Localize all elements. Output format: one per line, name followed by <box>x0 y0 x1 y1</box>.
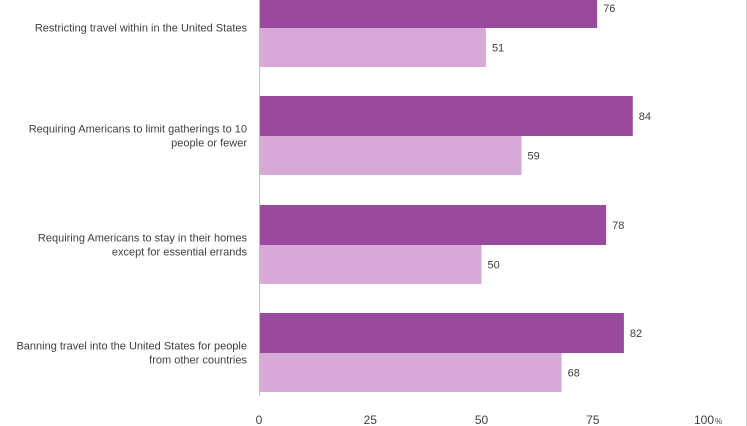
x-tick-label-75: 75 <box>586 413 600 426</box>
bar-series2-1 <box>260 136 522 175</box>
bar-series1-3 <box>260 313 624 353</box>
value-label-series2-2: 50 <box>488 260 500 272</box>
bar-series1-0 <box>260 0 598 28</box>
x-tick-label-50: 50 <box>475 413 489 426</box>
x-tick-label-100: 100 <box>694 413 714 426</box>
value-label-series2-3: 68 <box>568 368 580 380</box>
value-label-series1-2: 78 <box>612 220 624 232</box>
value-label-series2-0: 51 <box>492 43 504 55</box>
x-tick-label-0: 0 <box>256 413 263 426</box>
value-label-series1-3: 82 <box>630 328 642 340</box>
bar-series2-0 <box>260 28 486 67</box>
x-unit-label: % <box>715 417 722 426</box>
bar-series1-1 <box>260 96 633 136</box>
category-label-1-line-0: Requiring Americans to limit gatherings … <box>29 124 247 136</box>
category-label-1-line-1: people or fewer <box>171 138 247 150</box>
bar-series1-2 <box>260 205 607 245</box>
x-tick-label-25: 25 <box>364 413 378 426</box>
category-label-2-line-1: except for essential errands <box>112 247 248 259</box>
category-label-2-line-0: Requiring Americans to stay in their hom… <box>38 233 248 245</box>
bar-series2-3 <box>260 353 562 392</box>
category-label-3-line-1: from other countries <box>149 355 247 367</box>
category-label-0-line-0: Restricting travel within in the United … <box>35 23 248 35</box>
bar-series2-2 <box>260 245 482 284</box>
value-label-series2-1: 59 <box>528 151 540 163</box>
category-label-3-line-0: Banning travel into the United States fo… <box>16 341 247 353</box>
value-label-series1-1: 84 <box>639 111 651 123</box>
value-label-series1-0: 76 <box>603 3 615 15</box>
